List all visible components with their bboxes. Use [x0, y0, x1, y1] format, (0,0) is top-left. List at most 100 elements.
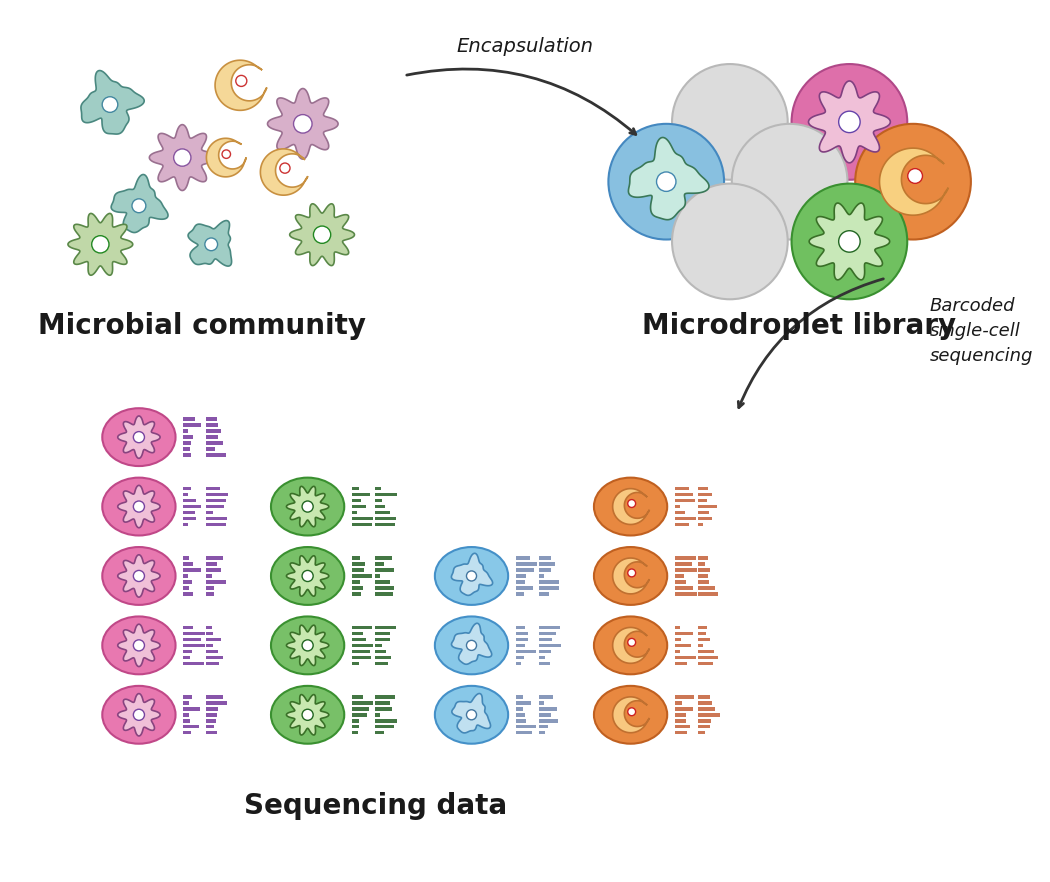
Bar: [184, 580, 192, 584]
Polygon shape: [260, 149, 308, 195]
Bar: [516, 725, 536, 729]
Ellipse shape: [102, 617, 175, 675]
Bar: [352, 632, 363, 635]
Bar: [184, 487, 191, 490]
Bar: [698, 662, 713, 665]
Ellipse shape: [435, 617, 508, 675]
Bar: [184, 436, 193, 439]
Bar: [352, 644, 374, 647]
Bar: [675, 719, 686, 722]
Bar: [539, 650, 550, 653]
Polygon shape: [287, 556, 329, 596]
Bar: [184, 453, 191, 457]
Bar: [207, 638, 220, 641]
Circle shape: [302, 639, 313, 651]
Bar: [352, 638, 366, 641]
Polygon shape: [810, 203, 889, 280]
Bar: [375, 493, 397, 497]
Bar: [375, 662, 387, 665]
Bar: [516, 655, 524, 659]
Bar: [675, 487, 689, 490]
Bar: [516, 707, 523, 711]
Bar: [375, 580, 390, 584]
Bar: [207, 499, 226, 503]
Bar: [516, 719, 526, 722]
Bar: [516, 568, 534, 572]
Bar: [184, 707, 200, 711]
Bar: [352, 574, 372, 578]
Polygon shape: [118, 693, 160, 736]
Bar: [516, 662, 521, 665]
Bar: [352, 701, 374, 705]
Bar: [184, 713, 189, 716]
Bar: [207, 493, 228, 497]
Circle shape: [294, 115, 312, 133]
Bar: [352, 511, 357, 514]
Bar: [516, 632, 528, 635]
Bar: [207, 731, 216, 735]
Polygon shape: [612, 558, 649, 594]
Polygon shape: [880, 148, 948, 215]
Bar: [352, 587, 362, 590]
Bar: [352, 707, 370, 711]
Circle shape: [792, 64, 907, 180]
Circle shape: [732, 123, 847, 240]
Bar: [184, 638, 202, 641]
Bar: [539, 713, 550, 716]
Circle shape: [628, 708, 635, 715]
Bar: [184, 447, 190, 451]
Bar: [698, 563, 706, 565]
Bar: [675, 625, 680, 629]
Circle shape: [302, 571, 313, 581]
Bar: [184, 650, 192, 653]
Bar: [698, 574, 709, 578]
Polygon shape: [628, 138, 709, 220]
Bar: [698, 625, 708, 629]
Bar: [207, 592, 214, 595]
Bar: [539, 557, 550, 560]
Bar: [375, 655, 392, 659]
Bar: [184, 719, 190, 722]
Bar: [539, 625, 561, 629]
Circle shape: [280, 163, 290, 173]
Bar: [539, 695, 553, 699]
Bar: [184, 499, 196, 503]
Bar: [516, 574, 526, 578]
Circle shape: [132, 198, 146, 213]
Bar: [207, 707, 218, 711]
Bar: [207, 441, 223, 445]
Bar: [352, 493, 370, 497]
Bar: [698, 713, 719, 716]
Text: Sequencing data: Sequencing data: [244, 792, 507, 820]
Circle shape: [672, 183, 788, 299]
Bar: [698, 557, 709, 560]
Polygon shape: [118, 555, 160, 597]
Bar: [352, 650, 370, 653]
Bar: [675, 632, 693, 635]
Bar: [207, 505, 224, 508]
Bar: [184, 430, 188, 433]
Bar: [539, 725, 548, 729]
Bar: [352, 487, 359, 490]
Bar: [184, 493, 188, 497]
Bar: [375, 568, 394, 572]
Bar: [352, 517, 373, 520]
Bar: [352, 655, 371, 659]
Bar: [675, 650, 680, 653]
Bar: [516, 701, 531, 705]
Bar: [352, 695, 363, 699]
Bar: [698, 568, 710, 572]
Bar: [375, 731, 383, 735]
Ellipse shape: [102, 686, 175, 744]
Ellipse shape: [594, 617, 667, 675]
Circle shape: [133, 431, 145, 443]
Bar: [698, 719, 711, 722]
Bar: [375, 725, 395, 729]
Bar: [675, 707, 693, 711]
Bar: [184, 511, 195, 514]
Bar: [375, 499, 382, 503]
Bar: [375, 487, 380, 490]
Bar: [539, 574, 544, 578]
Bar: [539, 638, 552, 641]
Bar: [352, 719, 359, 722]
